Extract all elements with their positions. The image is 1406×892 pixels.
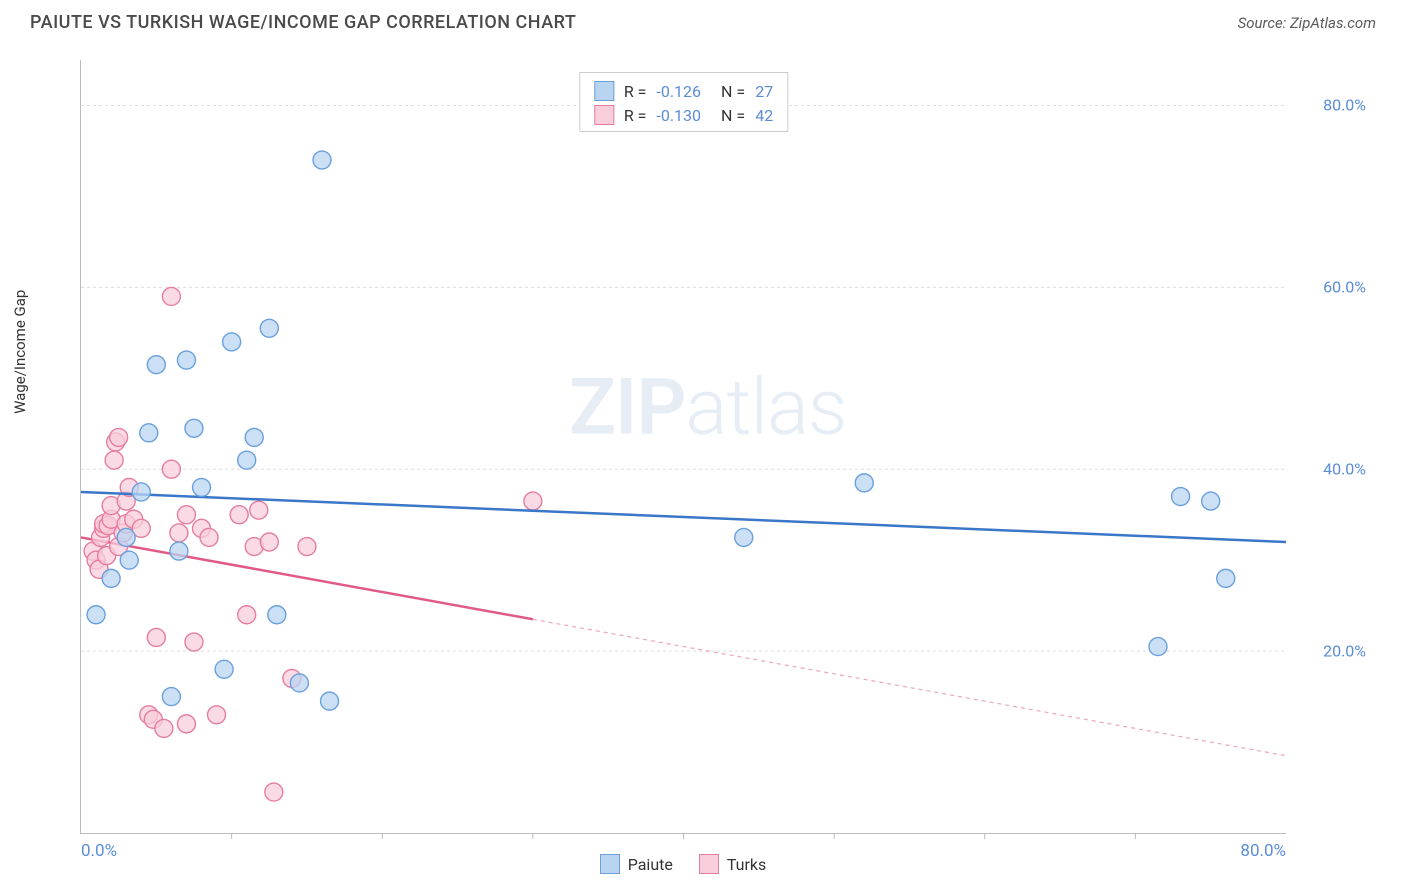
chart-title: PAIUTE VS TURKISH WAGE/INCOME GAP CORREL… bbox=[30, 12, 576, 33]
source-label: Source: ZipAtlas.com bbox=[1238, 14, 1376, 32]
swatch-turks bbox=[699, 854, 719, 874]
r-value-paiute: -0.126 bbox=[656, 82, 701, 101]
plot-region: R = -0.126 N = 27 R = -0.130 N = 42 ZIPa… bbox=[80, 60, 1286, 834]
n-value-turks: 42 bbox=[755, 106, 773, 125]
legend-row-turks: R = -0.130 N = 42 bbox=[594, 103, 773, 127]
r-label: R = bbox=[624, 82, 647, 101]
swatch-paiute bbox=[594, 81, 614, 101]
y-tick-label: 60.0% bbox=[1296, 278, 1366, 297]
legend-label-paiute: Paiute bbox=[628, 855, 673, 874]
swatch-turks bbox=[594, 105, 614, 125]
plot-svg bbox=[81, 60, 1286, 833]
n-label: N = bbox=[721, 106, 745, 125]
r-label: R = bbox=[624, 106, 647, 125]
legend-row-paiute: R = -0.126 N = 27 bbox=[594, 79, 773, 103]
legend-label-turks: Turks bbox=[727, 855, 766, 874]
y-axis-label: Wage/Income Gap bbox=[11, 290, 29, 414]
legend-item-turks: Turks bbox=[699, 854, 766, 874]
y-tick-label: 80.0% bbox=[1296, 96, 1366, 115]
chart-area: Wage/Income Gap R = -0.126 N = 27 R = -0… bbox=[30, 50, 1376, 884]
stats-legend: R = -0.126 N = 27 R = -0.130 N = 42 bbox=[579, 72, 788, 132]
r-value-turks: -0.130 bbox=[656, 106, 701, 125]
y-tick-label: 20.0% bbox=[1296, 642, 1366, 661]
y-tick-label: 40.0% bbox=[1296, 460, 1366, 479]
series-legend: Paiute Turks bbox=[80, 854, 1286, 874]
n-value-paiute: 27 bbox=[755, 82, 773, 101]
legend-item-paiute: Paiute bbox=[600, 854, 673, 874]
swatch-paiute bbox=[600, 854, 620, 874]
n-label: N = bbox=[721, 82, 745, 101]
